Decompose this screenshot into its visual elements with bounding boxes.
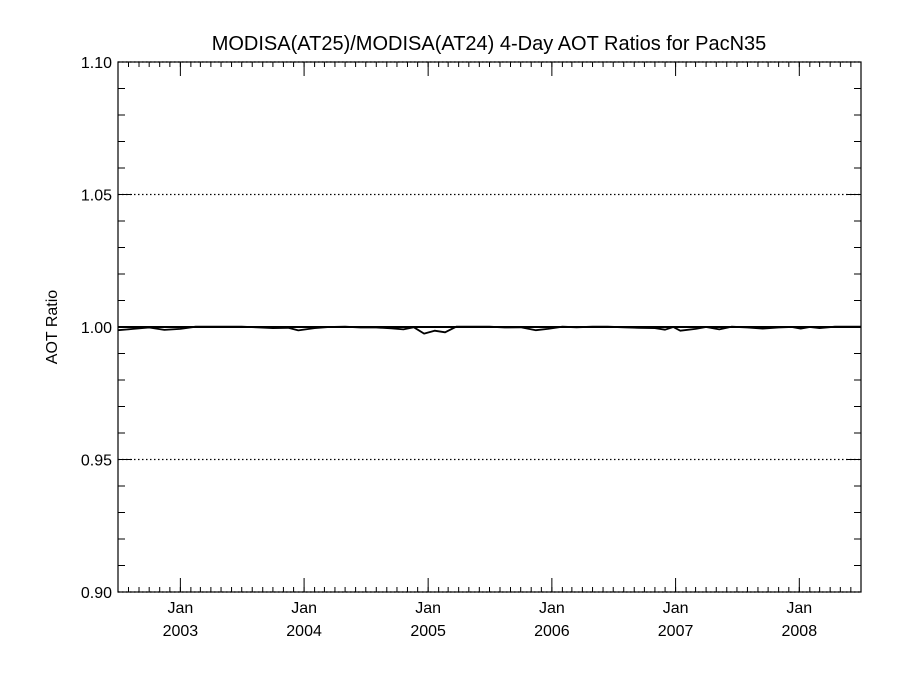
x-tick-month-label: Jan — [415, 600, 441, 617]
labels-layer: 0.90 0.95 1.00 1.05 1.10 Jan 2003 Jan 2004 Jan 200… — [81, 55, 817, 640]
x-tick-month-label: Jan — [291, 600, 317, 617]
plot-frame — [117, 61, 862, 593]
y-axis-label: AOT Ratio — [44, 290, 61, 365]
y-tick-label: 0.95 — [81, 453, 112, 470]
x-tick-month-label: Jan — [167, 600, 193, 617]
x-tick-month-label: Jan — [663, 600, 689, 617]
chart-title: MODISA(AT25)/MODISA(AT24) 4-Day AOT Rati… — [212, 33, 767, 55]
y-tick-label: 1.10 — [81, 55, 112, 72]
ticks-layer — [118, 61, 861, 593]
x-tick-year-label: 2004 — [286, 623, 322, 640]
series-layer — [117, 325, 861, 335]
x-tick-year-label: 2008 — [782, 623, 818, 640]
x-tick-month-label: Jan — [786, 600, 812, 617]
x-tick-year-label: 2003 — [163, 623, 199, 640]
x-tick-year-label: 2007 — [658, 623, 694, 640]
y-tick-label: 1.00 — [81, 320, 112, 337]
x-tick-year-label: 2006 — [534, 623, 570, 640]
series-line — [117, 325, 861, 335]
y-tick-label: 1.05 — [81, 188, 112, 205]
y-tick-label: 0.90 — [81, 585, 112, 602]
x-tick-year-label: 2005 — [410, 623, 446, 640]
x-tick-month-label: Jan — [539, 600, 565, 617]
